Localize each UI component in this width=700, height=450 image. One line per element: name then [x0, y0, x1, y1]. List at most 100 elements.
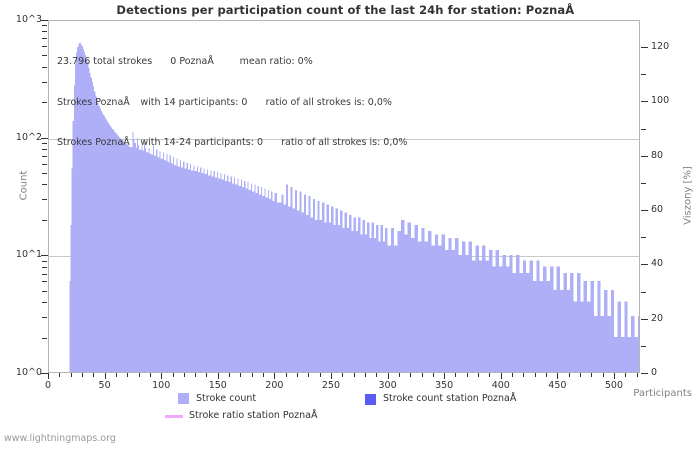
x-axis-minor-tick	[636, 373, 638, 377]
y-axis-left-minor-tick	[42, 149, 47, 151]
x-axis-tick-label: 250	[321, 380, 341, 391]
x-axis-minor-tick	[251, 373, 253, 377]
x-axis-minor-tick	[172, 373, 174, 377]
y-axis-left-minor-tick	[42, 219, 47, 221]
y-axis-left-minor-tick	[42, 38, 47, 40]
y-axis-right-tick	[641, 264, 648, 266]
legend-line-stroke-ratio-station	[165, 414, 183, 418]
y-axis-left-minor-tick	[42, 46, 47, 48]
x-axis-minor-tick	[353, 373, 355, 377]
y-axis-left-minor-tick	[42, 55, 47, 57]
y-axis-right-tick-label: 80	[651, 149, 664, 161]
x-axis-tick-label: 100	[152, 380, 171, 391]
chart-title: Detections per participation count of th…	[116, 3, 584, 17]
x-axis-minor-tick	[421, 373, 423, 377]
y-axis-left-tick-label: 10^1	[15, 249, 42, 261]
x-axis-minor-tick	[534, 373, 536, 377]
y-axis-right-tick	[641, 47, 648, 49]
x-axis-minor-tick	[478, 373, 480, 377]
x-axis-minor-tick	[183, 373, 185, 377]
legend-item-stroke-count[interactable]: Stroke count	[178, 393, 256, 404]
legend-item-stroke-count-station[interactable]: Stroke count station PoznaÅ	[365, 393, 524, 405]
x-axis-minor-tick	[342, 373, 344, 377]
y-axis-left-minor-tick	[42, 337, 47, 339]
x-axis-minor-tick	[138, 373, 140, 377]
y-axis-right-tick	[641, 373, 648, 374]
y-axis-left-minor-tick	[42, 199, 47, 201]
footer-watermark: www.lightningmaps.org	[4, 433, 116, 444]
x-axis-minor-tick	[546, 373, 548, 377]
y-axis-right-tick	[641, 101, 648, 103]
x-axis-tick-label: 450	[548, 380, 567, 391]
y-axis-right-tick-label: 100	[651, 95, 670, 107]
y-axis-left-minor-tick	[42, 81, 47, 83]
x-axis-tick-label: 50	[98, 380, 111, 391]
x-axis-tick	[104, 373, 106, 379]
x-axis-minor-tick	[206, 373, 208, 377]
chart-legend: Stroke count Stroke count station PoznaÅ…	[0, 391, 700, 431]
y-axis-right-tick	[641, 210, 648, 212]
y-axis-left-tick	[41, 255, 48, 257]
legend-swatch-stroke-count-station	[365, 393, 376, 405]
x-axis-minor-tick	[364, 373, 366, 377]
y-axis-left-minor-tick	[42, 143, 47, 145]
x-axis-tick	[557, 373, 559, 379]
legend-label-stroke-ratio-station: Stroke ratio station PoznaÅ	[189, 410, 326, 421]
x-axis-minor-tick	[195, 373, 197, 377]
x-axis-minor-tick	[432, 373, 434, 377]
x-axis-tick-label: 150	[208, 380, 227, 391]
legend-label-stroke-count: Stroke count	[196, 393, 257, 404]
x-axis-minor-tick	[297, 373, 299, 377]
x-axis-minor-tick	[512, 373, 514, 377]
x-axis-minor-tick	[625, 373, 627, 377]
y-axis-left-minor-tick	[42, 266, 47, 268]
x-axis-tick	[274, 373, 276, 379]
histogram-bars	[69, 42, 639, 372]
y-axis-left-title: Count	[18, 170, 30, 201]
x-axis-minor-tick	[591, 373, 593, 377]
x-axis-minor-tick	[263, 373, 265, 377]
x-axis-tick-label: 350	[435, 380, 454, 391]
y-axis-left-tick-label: 10^0	[15, 367, 42, 378]
y-axis-left-tick	[41, 137, 48, 139]
x-axis-minor-tick	[81, 373, 83, 377]
x-axis-minor-tick	[568, 373, 570, 377]
y-axis-left-minor-tick	[42, 25, 47, 27]
x-axis-minor-tick	[602, 373, 604, 377]
y-axis-left-minor-tick	[42, 302, 47, 304]
x-axis-tick	[444, 373, 446, 379]
x-axis-minor-tick	[523, 373, 525, 377]
y-axis-left-minor-tick	[42, 163, 47, 165]
x-axis-minor-tick	[376, 373, 378, 377]
y-axis-left-tick	[41, 373, 48, 374]
x-axis-minor-tick	[410, 373, 412, 377]
x-axis-tick	[217, 373, 219, 379]
y-axis-right-tick-label: 40	[651, 258, 664, 270]
x-axis-minor-tick	[59, 373, 61, 377]
x-axis-tick-label: 500	[604, 380, 624, 391]
y-axis-left-tick-label: 10^3	[15, 14, 42, 25]
y-axis-right-minor-tick	[641, 182, 646, 184]
x-axis-minor-tick	[489, 373, 491, 377]
x-axis-minor-tick	[229, 373, 231, 377]
y-axis-right-tick-label: 60	[651, 204, 664, 216]
y-axis-right-tick-label: 120	[651, 41, 670, 53]
x-axis-minor-tick	[466, 373, 468, 377]
y-axis-left-minor-tick	[42, 184, 47, 186]
y-axis-left-minor-tick	[42, 155, 47, 157]
y-axis-right-tick	[641, 318, 648, 320]
y-axis-left-minor-tick	[42, 102, 47, 104]
y-axis-left-minor-tick	[42, 260, 47, 262]
x-axis-tick	[500, 373, 502, 379]
y-axis-left-minor-tick	[42, 281, 47, 283]
legend-swatch-stroke-count	[178, 393, 189, 404]
x-axis-minor-tick	[93, 373, 95, 377]
x-axis-minor-tick	[127, 373, 129, 377]
x-axis-minor-tick	[398, 373, 400, 377]
x-axis-minor-tick	[240, 373, 242, 377]
x-axis-tick	[387, 373, 389, 379]
stroke-count-histogram	[69, 42, 639, 372]
legend-item-stroke-ratio-station[interactable]: Stroke ratio station PoznaÅ	[165, 410, 325, 422]
x-axis-minor-tick	[455, 373, 457, 377]
